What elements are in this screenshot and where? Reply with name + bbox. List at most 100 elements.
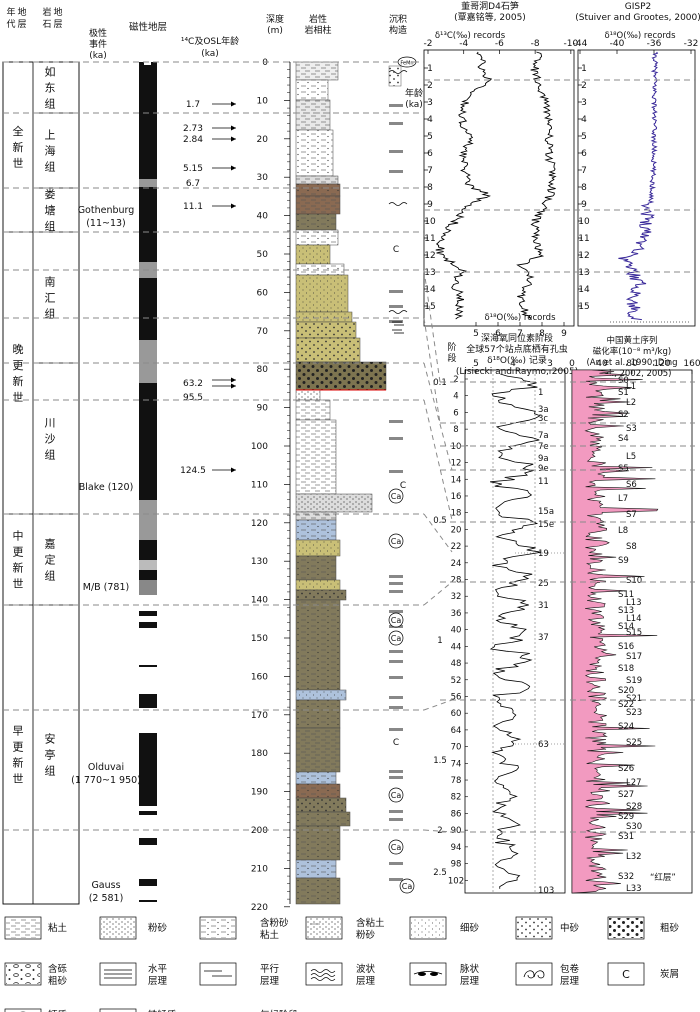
- lithology-pattern: [296, 80, 328, 100]
- d4-age-tick-label: 10: [424, 217, 436, 227]
- gisp2-age-tick-label: 9: [581, 200, 587, 210]
- polarity-event-label: Gauss: [91, 880, 120, 891]
- sed-structure-bar: [389, 290, 403, 293]
- mis-stage-tick-label: 18: [451, 509, 462, 519]
- calcareous-nodule-label: Ca: [391, 843, 402, 852]
- d4-title: 董哥洞D4石笋: [461, 0, 519, 12]
- gisp2-age-tick-label: 5: [581, 132, 587, 142]
- c14-arrow-head: [231, 383, 236, 389]
- d4-age-tick-label: 2: [427, 81, 433, 91]
- sed-structure-bar: [389, 320, 403, 323]
- svg-text:新: 新: [13, 374, 24, 388]
- loess-layer-label: S11: [618, 590, 634, 600]
- mis-stage-tick-label: 2: [453, 375, 458, 385]
- mis-stage-tick-label: 44: [451, 642, 462, 652]
- loess-layer-label: S15: [626, 628, 642, 638]
- era-header-2: 地层: [17, 6, 26, 30]
- sed-structure-bar: [389, 650, 403, 653]
- mis-stage-label: 7a: [538, 431, 549, 441]
- c14-arrow-head: [231, 125, 236, 131]
- legend-pattern-line: [310, 969, 336, 973]
- mis-stage-tick-label: 102: [448, 876, 464, 886]
- loess-susceptibility-curve: [571, 369, 659, 894]
- lithology-pattern: [296, 362, 386, 390]
- lithology-pattern: [296, 700, 340, 728]
- svg-text:组: 组: [45, 569, 56, 583]
- svg-text:全: 全: [13, 124, 24, 138]
- legend-label: 层理: [460, 976, 480, 987]
- gisp2-top-tick-label: -40: [610, 39, 625, 49]
- loess-layer-label: S7: [626, 510, 637, 520]
- sed-structure-bar: [389, 728, 403, 731]
- svg-text:东: 东: [45, 82, 56, 95]
- gisp2-age-tick-label: 4: [581, 115, 587, 125]
- mis-title: δ¹⁸O(‰) 记录: [487, 355, 547, 366]
- fe-mn-nodule-label: FeMn: [400, 61, 413, 67]
- legend-pattern: [6, 964, 40, 984]
- gisp2-top-tick-label: -36: [647, 39, 662, 49]
- legend-pattern-lens: [418, 972, 426, 976]
- sed-structure-bar: [389, 582, 403, 585]
- d4-age-tick-label: 8: [427, 183, 433, 193]
- loess-layer-label: S25: [626, 738, 642, 748]
- mis-age-mark: 0.5: [433, 516, 447, 526]
- mis-stage-label: 3a: [538, 405, 549, 415]
- mis-stage-label: 9a: [538, 454, 549, 464]
- loess-layer-label: S3: [626, 424, 637, 434]
- calcareous-nodule-label: Ca: [402, 882, 413, 891]
- c14-header: (ka): [201, 49, 219, 59]
- mis-stage-tick-label: 48: [451, 659, 462, 669]
- d4-c13-curve: [435, 51, 493, 320]
- mag-polarity-block: [139, 811, 157, 815]
- loess-layer-label: S26: [618, 764, 634, 774]
- gisp2-age-tick-label: 7: [581, 166, 587, 176]
- sed-structure-bar: [389, 676, 403, 679]
- d4-top-tick-label: -10: [564, 39, 579, 49]
- d4-age-axis-label: (ka): [405, 100, 423, 110]
- svg-text:世: 世: [13, 391, 24, 404]
- svg-text:组: 组: [45, 219, 56, 233]
- gisp2-age-tick-label: 8: [581, 183, 587, 193]
- mis-stage-label: 9e: [538, 464, 549, 474]
- loess-layer-label: S23: [626, 708, 642, 718]
- charcoal-symbol: C: [393, 738, 399, 748]
- svg-text:组: 组: [45, 307, 56, 321]
- mag-top-gap: [144, 62, 151, 65]
- mis-age-mark: 2: [437, 826, 442, 836]
- mis-stage-tick-label: 4: [453, 392, 458, 402]
- sed-structure-header: 沉积: [389, 13, 407, 25]
- svg-text:南: 南: [45, 276, 56, 289]
- c14-age-label: 95.5: [183, 393, 203, 403]
- gisp2-o18-curve: [618, 51, 659, 321]
- loess-title: 中国黄土序列: [606, 335, 657, 346]
- mis-stage-tick-label: 36: [451, 609, 462, 619]
- depth-tick-label: 80: [257, 365, 269, 375]
- gisp2-age-tick-label: 2: [581, 81, 587, 91]
- lithology-pattern: [296, 600, 340, 690]
- lithology-pattern: [296, 798, 346, 812]
- legend-label: 含粉砂: [260, 917, 289, 929]
- depth-header: 深度: [266, 13, 284, 25]
- loess-top-tick-label: 160: [683, 359, 700, 369]
- d4-age-tick-label: 4: [427, 115, 433, 125]
- c14-age-label: 6.7: [186, 179, 200, 189]
- gisp2-age-tick-label: 13: [578, 268, 589, 278]
- mag-polarity-block: [139, 340, 157, 383]
- legend-label: 层理: [356, 976, 376, 987]
- loess-layer-label: S5: [618, 464, 629, 474]
- mag-polarity-block: [139, 278, 157, 340]
- loess-layer-label: L5: [626, 452, 636, 462]
- sed-structure-bar: [389, 470, 403, 473]
- climate-stage-connector: [423, 362, 453, 471]
- depth-tick-label: 180: [251, 749, 268, 759]
- legend-swatch: [409, 962, 447, 986]
- mis-top-tick-label: 5: [473, 359, 479, 369]
- lith-header-2: 地层: [53, 6, 62, 30]
- svg-text:组: 组: [45, 448, 56, 462]
- mag-polarity-block: [139, 900, 157, 902]
- lithology-pattern: [296, 196, 340, 214]
